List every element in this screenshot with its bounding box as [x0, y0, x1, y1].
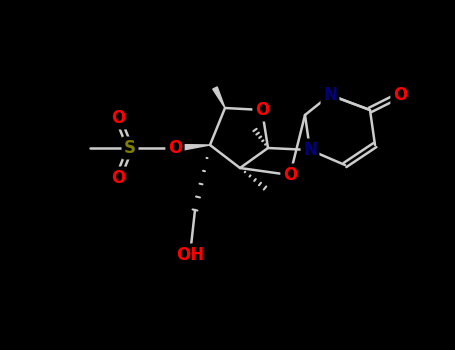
Text: O: O — [111, 109, 125, 127]
Text: S: S — [124, 139, 136, 157]
Text: OH: OH — [176, 246, 204, 264]
Text: N: N — [323, 86, 337, 104]
Text: O: O — [168, 139, 182, 157]
Polygon shape — [175, 145, 210, 152]
Text: N: N — [303, 141, 317, 159]
Text: O: O — [283, 166, 297, 184]
Polygon shape — [213, 87, 225, 108]
Text: O: O — [255, 101, 269, 119]
Text: O: O — [111, 169, 125, 187]
Text: O: O — [393, 86, 407, 104]
